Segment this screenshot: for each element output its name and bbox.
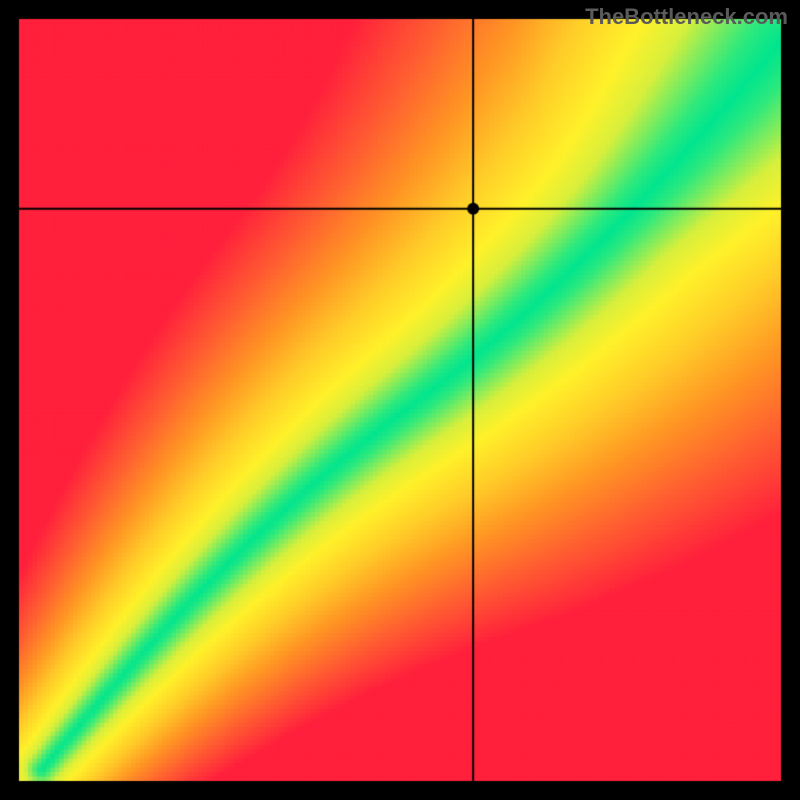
heatmap-canvas [0, 0, 800, 800]
heatmap-canvas-wrap [0, 0, 800, 800]
chart-container: TheBottleneck.com [0, 0, 800, 800]
watermark-text: TheBottleneck.com [585, 4, 788, 30]
